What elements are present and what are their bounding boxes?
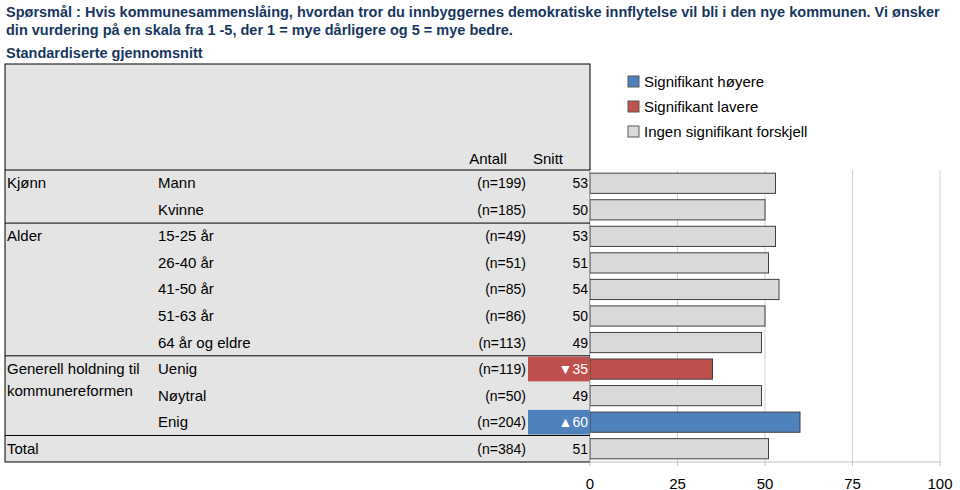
category-label: Uenig [158, 360, 197, 377]
count-label: (n=384) [477, 441, 526, 457]
legend-label: Signifikant lavere [644, 98, 758, 115]
tick-mark [852, 462, 853, 466]
bar [590, 332, 762, 352]
column-header: Antall [469, 150, 507, 167]
bar [590, 386, 762, 406]
bar [590, 173, 776, 193]
plot-area [590, 170, 940, 462]
count-label: (n=50) [485, 388, 526, 404]
data-label: 54 [572, 281, 588, 297]
count-label: (n=85) [485, 281, 526, 297]
group-label: Total [7, 440, 39, 457]
legend: Signifikant høyere Signifikant lavere Inge… [628, 73, 807, 140]
tick-mark [765, 462, 766, 466]
tick-mark [590, 462, 591, 466]
category-label: Nøytral [158, 387, 206, 404]
data-label: 50 [572, 202, 588, 218]
count-label: (n=113) [478, 335, 526, 351]
count-label: (n=86) [485, 308, 526, 324]
data-label: 49 [572, 335, 588, 351]
group-separator [5, 355, 590, 356]
category-label: 64 år og eldre [158, 334, 251, 351]
text-line: Alder [7, 227, 42, 244]
bar [590, 226, 776, 246]
category-label: Kvinne [158, 201, 204, 218]
tick-label: 50 [757, 475, 774, 490]
data-label: 50 [572, 308, 588, 324]
data-label: 53 [572, 228, 588, 244]
chart: Spørsmål : Hvis kommunesammenslåing, hvo… [0, 0, 960, 490]
text-line: Total [7, 440, 39, 457]
legend-label: Ingen signifikant forskjell [644, 123, 807, 140]
group-separator [5, 223, 590, 224]
legend-swatch [628, 101, 639, 112]
bar [590, 306, 765, 326]
text-line: Spørsmål : Hvis kommunesammenslåing, hvo… [6, 4, 940, 20]
data-label: ▼35 [559, 361, 589, 377]
category-label: 26-40 år [158, 254, 214, 271]
count-label: (n=49) [485, 228, 526, 244]
data-label: 51 [572, 255, 588, 271]
data-label: ▲60 [559, 414, 589, 430]
count-label: (n=185) [477, 202, 526, 218]
count-label: (n=119) [478, 361, 526, 377]
category-label: 41-50 år [158, 280, 214, 297]
data-label: 49 [572, 388, 588, 404]
subtitle: Standardiserte gjennomsnitt [6, 45, 203, 61]
grid-line [852, 170, 853, 462]
title: Spørsmål : Hvis kommunesammenslåing, hvo… [6, 4, 940, 38]
tick-label: 0 [586, 475, 594, 490]
group-label: Kjønn [7, 174, 46, 191]
tick-label: 75 [844, 475, 861, 490]
column-header: Snitt [533, 150, 564, 167]
group-label: Alder [7, 227, 42, 244]
tick-label: 25 [669, 475, 686, 490]
bar [590, 359, 713, 379]
bar [590, 439, 769, 459]
grid-line [940, 170, 941, 462]
legend-label: Signifikant høyere [644, 73, 764, 90]
text-line: din vurdering på en skala fra 1 -5, der … [6, 22, 513, 38]
bars [590, 173, 800, 459]
text-line: Kjønn [7, 174, 46, 191]
significance-cell [528, 357, 590, 382]
count-label: (n=199) [477, 175, 526, 191]
group-label: Generell holdning til kommunereformen [7, 360, 140, 399]
bar [590, 279, 779, 299]
tick-label: 100 [927, 475, 952, 490]
count-label: (n=51) [485, 255, 526, 271]
category-label: 15-25 år [158, 227, 214, 244]
category-label: Enig [158, 413, 188, 430]
text-line: kommunereformen [7, 382, 133, 399]
table-background [5, 64, 590, 462]
bar [590, 253, 769, 273]
plot-background [590, 170, 940, 462]
group-separator [5, 435, 590, 436]
legend-swatch [628, 76, 639, 87]
significance-cell [528, 410, 590, 435]
tick-mark [677, 462, 678, 466]
category-label: Mann [158, 174, 196, 191]
tick-mark [940, 462, 941, 466]
data-label: 51 [572, 441, 588, 457]
text-line: Generell holdning til [7, 360, 140, 377]
count-label: (n=204) [477, 414, 526, 430]
table-line [5, 170, 590, 171]
legend-swatch [628, 126, 639, 137]
data-label: 53 [572, 175, 588, 191]
bar [590, 412, 800, 432]
bar [590, 200, 765, 220]
category-label: 51-63 år [158, 307, 214, 324]
